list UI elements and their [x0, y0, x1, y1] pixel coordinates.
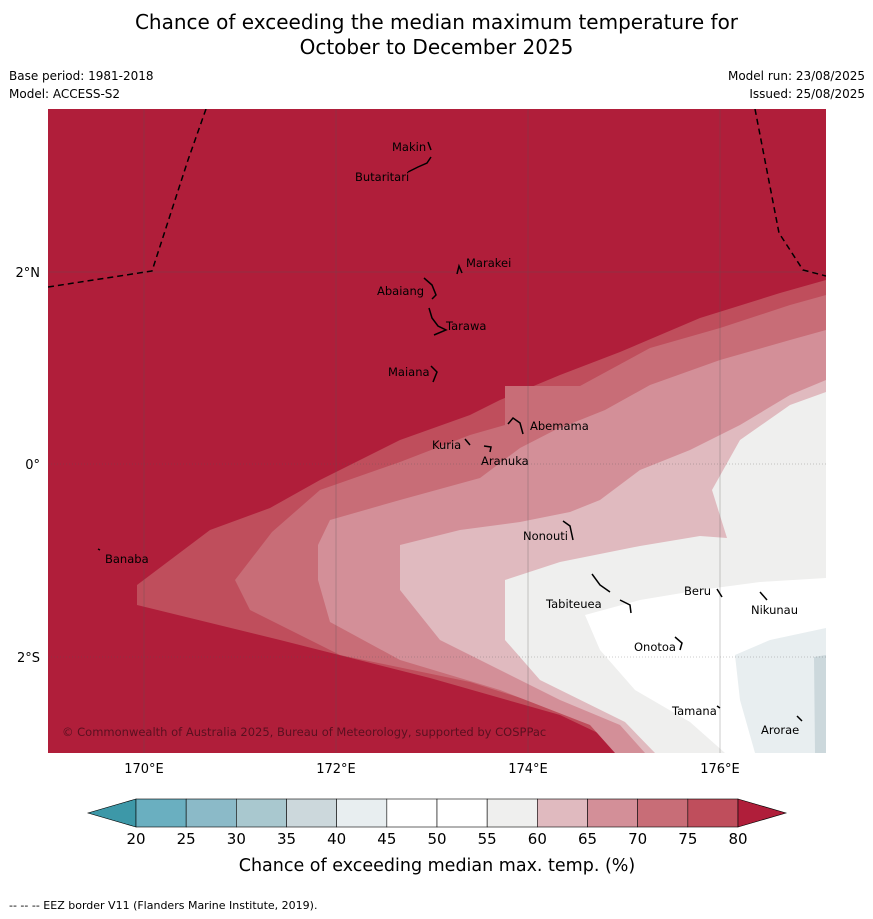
- map-panel: Makin Butaritari Marakei Abaiang Tarawa …: [48, 109, 826, 753]
- colorbar-cell: [687, 798, 739, 828]
- colorbar-low-arrow: [86, 798, 137, 828]
- colorbar-cell: [587, 798, 638, 828]
- lat-label-2n: 2°N: [16, 266, 41, 281]
- gridlines: [48, 109, 826, 753]
- island-nikunau: [759, 591, 768, 601]
- island-abemama: [507, 416, 524, 435]
- label-tamana: Tamana: [671, 704, 717, 718]
- colorbar-tick-label: 80: [728, 830, 747, 848]
- island-banaba: [97, 548, 101, 551]
- colorbar-tick-label: 50: [427, 830, 446, 848]
- lat-label-0: 0°: [25, 458, 40, 473]
- colorbar-cell: [436, 798, 488, 828]
- footnote: -- -- -- EEZ border V11 (Flanders Marine…: [9, 899, 318, 912]
- copyright-notice: © Commonwealth of Australia 2025, Bureau…: [62, 725, 546, 739]
- colorbar-tick-label: 30: [227, 830, 246, 848]
- lon-label-170: 170°E: [124, 762, 164, 777]
- colorbar-tick-label: 35: [277, 830, 296, 848]
- colorbar-tick-label: 45: [377, 830, 396, 848]
- label-tabiteuea: Tabiteuea: [545, 597, 602, 611]
- island-kuria: [464, 438, 471, 446]
- island-nonouti: [562, 520, 574, 541]
- label-tarawa: Tarawa: [445, 319, 486, 333]
- label-onotoa: Onotoa: [634, 640, 676, 654]
- islands: [97, 141, 803, 722]
- label-butaritari: Butaritari: [355, 170, 409, 184]
- label-arorae: Arorae: [761, 723, 799, 737]
- base-period: Base period: 1981-2018: [9, 69, 154, 83]
- island-maiana: [430, 365, 438, 383]
- lon-label-176: 176°E: [700, 762, 740, 777]
- title-line-2: October to December 2025: [299, 35, 574, 59]
- title-line-1: Chance of exceeding the median maximum t…: [134, 10, 739, 34]
- place-labels: Makin Butaritari Marakei Abaiang Tarawa …: [105, 140, 799, 737]
- model-name: Model: ACCESS-S2: [9, 87, 121, 101]
- label-abaiang: Abaiang: [377, 284, 424, 298]
- chart-title: Chance of exceeding the median maximum t…: [0, 10, 873, 60]
- label-banaba: Banaba: [105, 552, 149, 566]
- label-makin: Makin: [392, 140, 426, 154]
- band-40-45: [735, 628, 826, 753]
- colorbar-high-arrow: [737, 798, 788, 828]
- lat-label-2s: 2°S: [17, 651, 40, 666]
- axis-labels: 170°E 172°E 174°E 176°E 2°N 0° 2°S: [16, 266, 740, 777]
- island-tamana: [716, 705, 721, 709]
- colorbar-cell: [336, 798, 388, 828]
- colorbar-cell: [486, 798, 538, 828]
- colorbar-tick-label: 60: [528, 830, 547, 848]
- colorbar-tick-label: 75: [678, 830, 697, 848]
- island-aranuka: [483, 445, 492, 453]
- island-tarawa: [428, 307, 448, 336]
- colorbar-tick-label: 55: [478, 830, 497, 848]
- colorbar-cell: [386, 798, 438, 828]
- label-nonouti: Nonouti: [523, 529, 568, 543]
- island-makin: [427, 141, 432, 151]
- island-tabiteuea: [591, 573, 632, 614]
- colorbar-cell: [236, 798, 287, 828]
- meta-left: Base period: 1981-2018 Model: ACCESS-S2: [9, 67, 154, 103]
- colorbar-cell: [135, 798, 187, 828]
- label-marakei: Marakei: [466, 256, 511, 270]
- colorbar-cells: [135, 798, 739, 828]
- colorbar-tick-label: 25: [177, 830, 196, 848]
- colorbar-tick-label: 70: [628, 830, 647, 848]
- island-butaritari: [407, 156, 432, 173]
- label-maiana: Maiana: [388, 365, 430, 379]
- colorbar-cell: [286, 798, 337, 828]
- island-beru: [716, 588, 723, 598]
- colorbar-label: Chance of exceeding median max. temp. (%…: [239, 856, 636, 876]
- colorbar-cell: [637, 798, 689, 828]
- colorbar-tick-label: 40: [327, 830, 346, 848]
- eez-border: [48, 109, 826, 288]
- label-nikunau: Nikunau: [751, 603, 798, 617]
- lon-label-174: 174°E: [508, 762, 548, 777]
- island-onotoa: [674, 636, 683, 651]
- colorbar: 20 25 30 35 40 45 50 55 60 65 70 75 80 Chance of exc…: [86, 798, 788, 876]
- colorbar-tick-label: 20: [126, 830, 145, 848]
- colorbar-cell: [185, 798, 237, 828]
- label-aranuka: Aranuka: [481, 454, 529, 468]
- label-abemama: Abemama: [530, 419, 589, 433]
- island-marakei: [456, 263, 463, 275]
- island-arorae: [796, 715, 803, 722]
- meta-right: Model run: 23/08/2025 Issued: 25/08/2025: [728, 67, 865, 103]
- label-kuria: Kuria: [432, 438, 461, 452]
- colorbar-ticks: 20 25 30 35 40 45 50 55 60 65 70 75 80: [126, 830, 747, 848]
- band-35-40: [814, 655, 826, 753]
- lon-label-172: 172°E: [316, 762, 356, 777]
- colorbar-tick-label: 65: [578, 830, 597, 848]
- colorbar-cell: [537, 798, 588, 828]
- island-abaiang: [423, 277, 437, 300]
- model-run: Model run: 23/08/2025: [727, 69, 865, 83]
- label-beru: Beru: [684, 584, 711, 598]
- issued-date: Issued: 25/08/2025: [749, 87, 865, 101]
